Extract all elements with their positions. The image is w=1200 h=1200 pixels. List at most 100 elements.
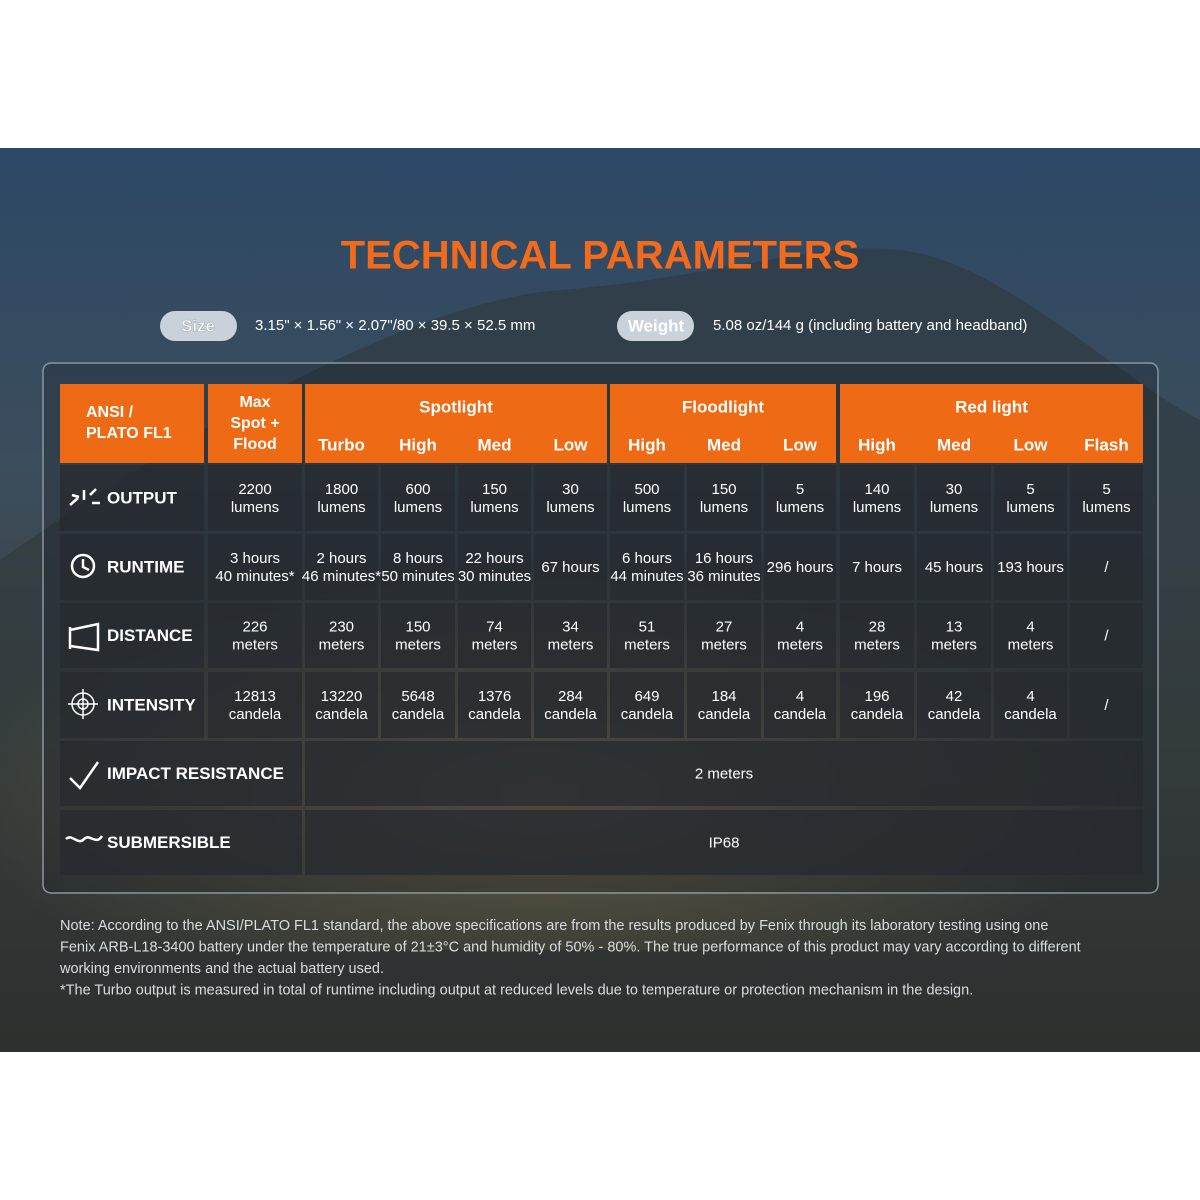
max-header: Max (239, 394, 270, 411)
cell (534, 603, 607, 668)
cell-text: 150 (482, 481, 507, 498)
runtime-icon (70, 553, 96, 579)
row-label: OUTPUT (107, 488, 178, 507)
cell-text: 34 (562, 618, 579, 635)
cell-text: meters (624, 636, 670, 653)
cell-text: 193 hours (997, 559, 1064, 576)
cell (994, 534, 1067, 600)
cell-text: 649 (634, 688, 659, 705)
note-line: Note: According to the ANSI/PLATO FL1 st… (60, 918, 1048, 934)
row-label: RUNTIME (107, 557, 184, 576)
cell (305, 603, 378, 668)
cell-text: meters (232, 636, 278, 653)
max-header: Flood (233, 436, 277, 453)
cell-text: candela (928, 706, 981, 723)
cell (994, 672, 1067, 738)
mode-name: Turbo (318, 435, 365, 454)
cell (381, 603, 455, 668)
table: ANSI / PLATO FL1 Max Spot + Flood Spotlight Tu… (60, 384, 1143, 875)
cell-text: candela (698, 706, 751, 723)
cell-text: 2 meters (695, 765, 753, 782)
cell-text: 50 minutes (381, 568, 454, 585)
cell-text: candela (392, 706, 445, 723)
mode-name: Med (937, 435, 971, 454)
cell (917, 465, 991, 531)
cell-text: meters (777, 636, 823, 653)
cell-text: lumens (317, 499, 365, 516)
mode-name: High (399, 435, 437, 454)
cell-text: lumens (930, 499, 978, 516)
cell-text: 140 (864, 481, 889, 498)
cell-text: 500 (634, 481, 659, 498)
cell (458, 534, 531, 600)
cell-text: 40 minutes* (215, 568, 294, 585)
cell-text: 5 (1026, 481, 1034, 498)
cell (305, 534, 378, 600)
cell-text: / (1104, 627, 1109, 644)
row-label: SUBMERSIBLE (107, 833, 231, 852)
cell (1070, 465, 1143, 531)
cell (458, 603, 531, 668)
output-icon (69, 488, 100, 506)
cell (1070, 672, 1143, 738)
cell (610, 603, 684, 668)
notes: Note: According to the ANSI/PLATO FL1 st… (59, 918, 1081, 999)
submersible-icon (65, 835, 104, 843)
cell (208, 603, 302, 668)
impact-icon (69, 761, 100, 790)
weight-label: Weight (628, 316, 685, 335)
cell-text: 13 (946, 618, 963, 635)
cell (917, 603, 991, 668)
note-line: *The Turbo output is measured in total o… (60, 982, 973, 998)
cell-text: 16 hours (695, 550, 753, 567)
size-pill (160, 311, 237, 341)
cell (687, 534, 761, 600)
cell-text: IP68 (709, 834, 740, 851)
max-header: Spot + (230, 415, 279, 432)
cell (305, 465, 378, 531)
mode-name: Flash (1084, 435, 1128, 454)
cell (994, 465, 1067, 531)
cell (208, 465, 302, 531)
cell (534, 534, 607, 600)
cell-text: candela (774, 706, 827, 723)
cell-text: candela (468, 706, 521, 723)
cell-text: 51 (639, 618, 656, 635)
cell-text: meters (472, 636, 518, 653)
mode-name: Low (783, 435, 818, 454)
cell (917, 672, 991, 738)
cell-text: lumens (623, 499, 671, 516)
cell (764, 465, 836, 531)
cell-text: 4 (796, 688, 804, 705)
cell (208, 534, 302, 600)
weight-pill (617, 311, 694, 341)
cell-text: 150 (405, 618, 430, 635)
cell-text: 27 (716, 618, 733, 635)
cell-text: lumens (853, 499, 901, 516)
cell (534, 672, 607, 738)
header-cell (60, 384, 204, 463)
cell-text: 30 (946, 481, 963, 498)
group-name: Spotlight (419, 397, 493, 416)
cell (610, 534, 684, 600)
cell-text: 74 (486, 618, 503, 635)
cell-text: lumens (1082, 499, 1130, 516)
cell (610, 465, 684, 531)
cell-text: 5648 (401, 688, 434, 705)
cell-text: 8 hours (393, 550, 443, 567)
cell (687, 672, 761, 738)
cell-text: 5 (796, 481, 804, 498)
cell (764, 534, 836, 600)
cell-text: 12813 (234, 688, 276, 705)
cell (917, 534, 991, 600)
cell-text: meters (701, 636, 747, 653)
mode-name: Low (554, 435, 589, 454)
cell-text: 284 (558, 688, 583, 705)
cell (687, 465, 761, 531)
row-label-cell (60, 741, 302, 806)
size-value: 3.15" × 1.56" × 2.07"/80 × 39.5 × 52.5 m… (255, 317, 535, 334)
cell-text: lumens (776, 499, 824, 516)
cell (840, 465, 914, 531)
cell-text: 44 minutes (610, 568, 683, 585)
cell-text: lumens (394, 499, 442, 516)
